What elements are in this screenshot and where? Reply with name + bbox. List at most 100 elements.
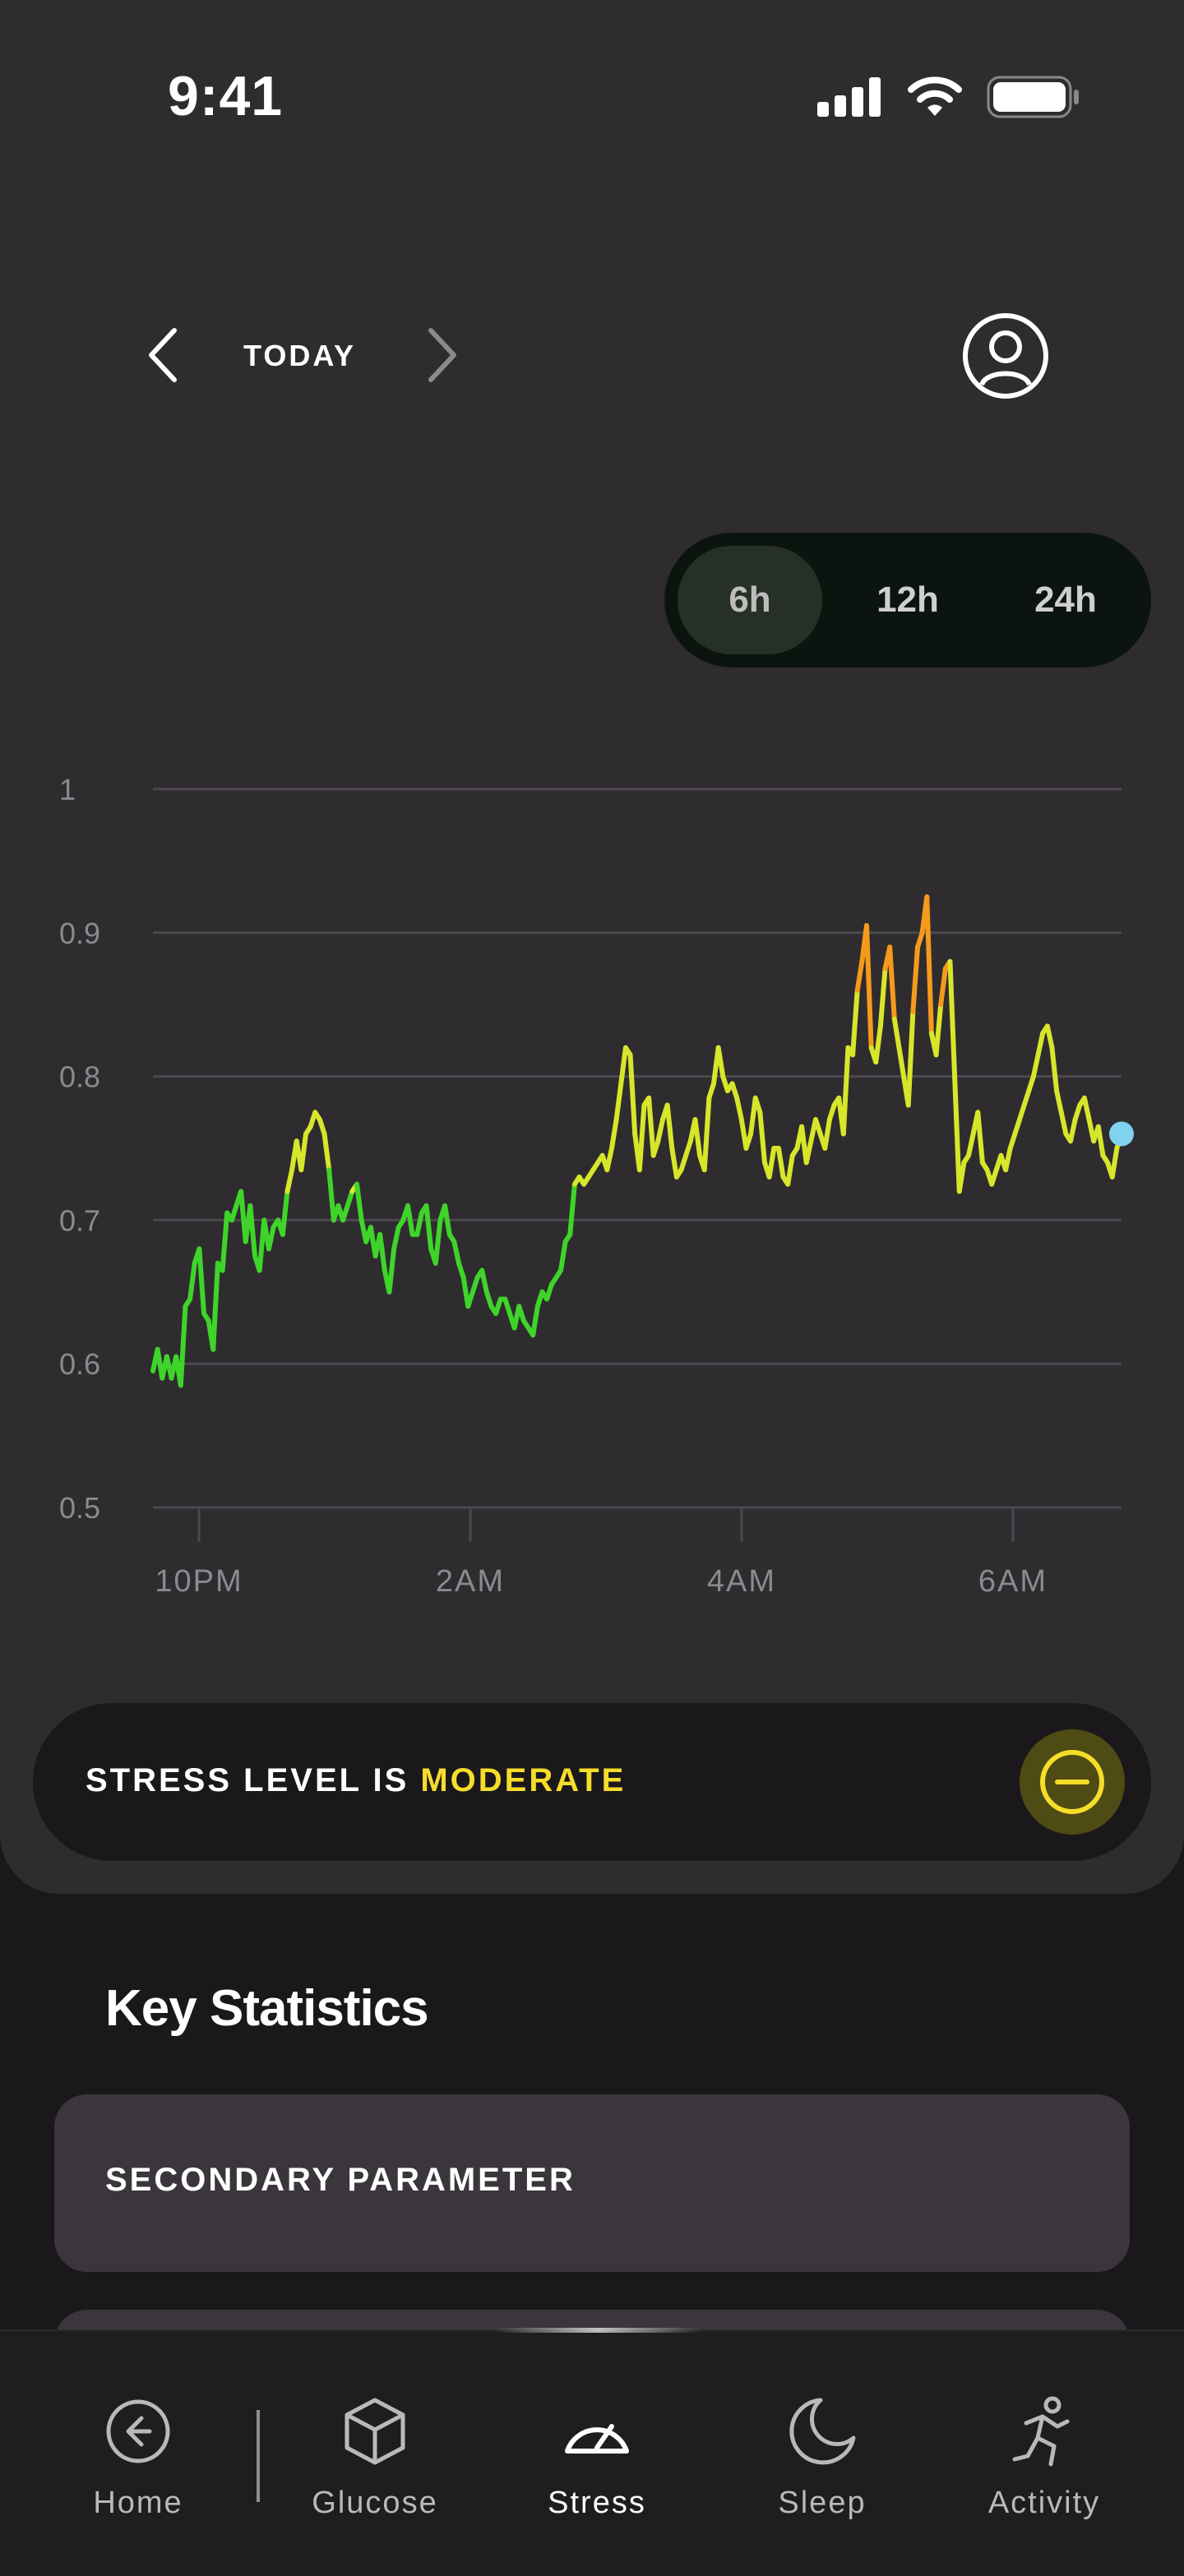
stress-line-segment (609, 1117, 619, 1151)
range-24h-button[interactable]: 24h (1034, 579, 1097, 620)
range-12h-button[interactable]: 12h (876, 579, 939, 620)
stress-line-segment (822, 1117, 832, 1151)
stat-card[interactable]: SECONDARY PARAMETER (54, 2094, 1130, 2272)
stress-line-segment (386, 1246, 397, 1295)
stress-line-segment (317, 1117, 327, 1137)
stress-line-segment (340, 1203, 350, 1223)
stress-line-segment (247, 1203, 257, 1259)
stress-line-segment (187, 1260, 197, 1302)
stress-line-segment (432, 1217, 443, 1266)
stress-line-segment (266, 1225, 276, 1252)
stress-line-segment (924, 894, 934, 1036)
stress-line-segment (1072, 1102, 1083, 1123)
y-tick-label: 0.5 (59, 1491, 100, 1525)
tab-sleep[interactable]: Sleep (732, 2394, 913, 2521)
stress-line-segment (734, 1095, 744, 1123)
stress-line-segment (706, 1081, 716, 1101)
gauge-icon (565, 2424, 629, 2454)
profile-icon[interactable] (962, 312, 1049, 399)
stress-line-segment (896, 1045, 907, 1079)
stress-level-banner[interactable]: STRESS LEVEL IS MODERATE (33, 1703, 1151, 1861)
range-6h-button[interactable]: 6h (678, 546, 822, 654)
stress-line-segment (669, 1146, 679, 1180)
tab-stress[interactable]: Stress (506, 2394, 687, 2521)
tab-divider (257, 2410, 260, 2502)
stress-line-segment (975, 1110, 985, 1166)
previous-day-icon[interactable] (140, 325, 186, 385)
y-tick-label: 0.7 (59, 1203, 100, 1237)
stress-line-segment (956, 1160, 967, 1194)
stress-line-segment (775, 1146, 786, 1180)
stress-line-segment (345, 1189, 355, 1208)
x-tick-label: 10PM (155, 1564, 243, 1599)
stress-line-segment (915, 930, 925, 950)
stress-line-segment (1003, 1146, 1013, 1173)
stress-line-segment (493, 1296, 503, 1317)
stress-line-segment (479, 1267, 489, 1295)
stress-line-segment (785, 1152, 795, 1187)
active-tab-glow (493, 2328, 702, 2333)
stress-line-segment (469, 1275, 480, 1295)
stress-level-text: STRESS LEVEL IS MODERATE (86, 1762, 626, 1799)
stress-line-segment (683, 1138, 693, 1158)
stress-line-segment (905, 1009, 916, 1108)
stress-line-segment (502, 1296, 512, 1317)
stress-line-segment (910, 944, 920, 1014)
x-tick-label: 4AM (707, 1564, 776, 1599)
moon-icon (789, 2398, 856, 2465)
stress-line-segment (873, 1023, 883, 1065)
stress-line-segment (1109, 1146, 1120, 1180)
stress-line-segment (701, 1095, 712, 1173)
stress-line-segment (766, 1146, 777, 1180)
key-statistics-title: Key Statistics (105, 1980, 429, 2037)
tab-bar: Home Glucose Stress Sleep Activity (0, 2328, 1184, 2576)
stress-line-segment (752, 1095, 763, 1115)
x-tick-label: 6AM (978, 1564, 1048, 1599)
stress-line-segment (877, 966, 888, 1029)
stress-line-segment (1007, 1131, 1018, 1151)
stress-line-segment (655, 1117, 665, 1144)
stress-line-segment (391, 1225, 401, 1252)
stress-line-segment (423, 1203, 434, 1252)
stress-line-segment (516, 1304, 526, 1323)
stress-line-segment (864, 923, 874, 1050)
y-tick-label: 1 (59, 773, 76, 806)
stress-line-segment (650, 1138, 661, 1158)
stress-line-segment (678, 1152, 689, 1173)
tab-glucose[interactable]: Glucose (284, 2394, 465, 2521)
stress-line-segment (210, 1260, 220, 1352)
stress-line-segment (377, 1231, 387, 1273)
y-tick-label: 0.8 (59, 1060, 100, 1094)
next-day-icon[interactable] (419, 325, 465, 385)
tab-home[interactable]: Home (48, 2394, 229, 2521)
stress-line-segment (604, 1146, 614, 1173)
stress-line-segment (854, 958, 865, 993)
y-tick-label: 0.6 (59, 1347, 100, 1381)
x-tick-label: 2AM (436, 1564, 505, 1599)
stress-level-prefix: STRESS LEVEL IS (86, 1762, 421, 1798)
stress-line-segment (465, 1289, 475, 1309)
stress-line-segment (1017, 1102, 1027, 1123)
stress-level-indicator (1020, 1729, 1125, 1835)
stress-line-segment (1054, 1088, 1064, 1115)
stress-line-segment (803, 1138, 814, 1166)
stress-line-segment (178, 1304, 188, 1388)
stress-line-segment (1012, 1117, 1022, 1137)
tab-activity[interactable]: Activity (954, 2394, 1135, 2521)
battery-icon (987, 76, 1079, 118)
stress-line-segment (729, 1081, 740, 1101)
stress-line-segment (544, 1282, 554, 1302)
stress-line-segment (715, 1045, 726, 1079)
stress-line-segment (220, 1210, 230, 1273)
stress-line-segment (636, 1102, 647, 1173)
stress-line-segment (966, 1131, 976, 1158)
stress-line-segment (1068, 1117, 1078, 1144)
stress-line-segment (530, 1304, 540, 1338)
tab-glucose-label: Glucose (312, 2486, 438, 2520)
tab-sleep-label: Sleep (778, 2486, 867, 2520)
current-value-marker[interactable] (1109, 1121, 1134, 1147)
cube-icon (345, 2398, 405, 2465)
stress-line-segment (826, 1102, 837, 1123)
status-icons (817, 76, 1080, 118)
stress-line-segment (613, 1081, 624, 1123)
